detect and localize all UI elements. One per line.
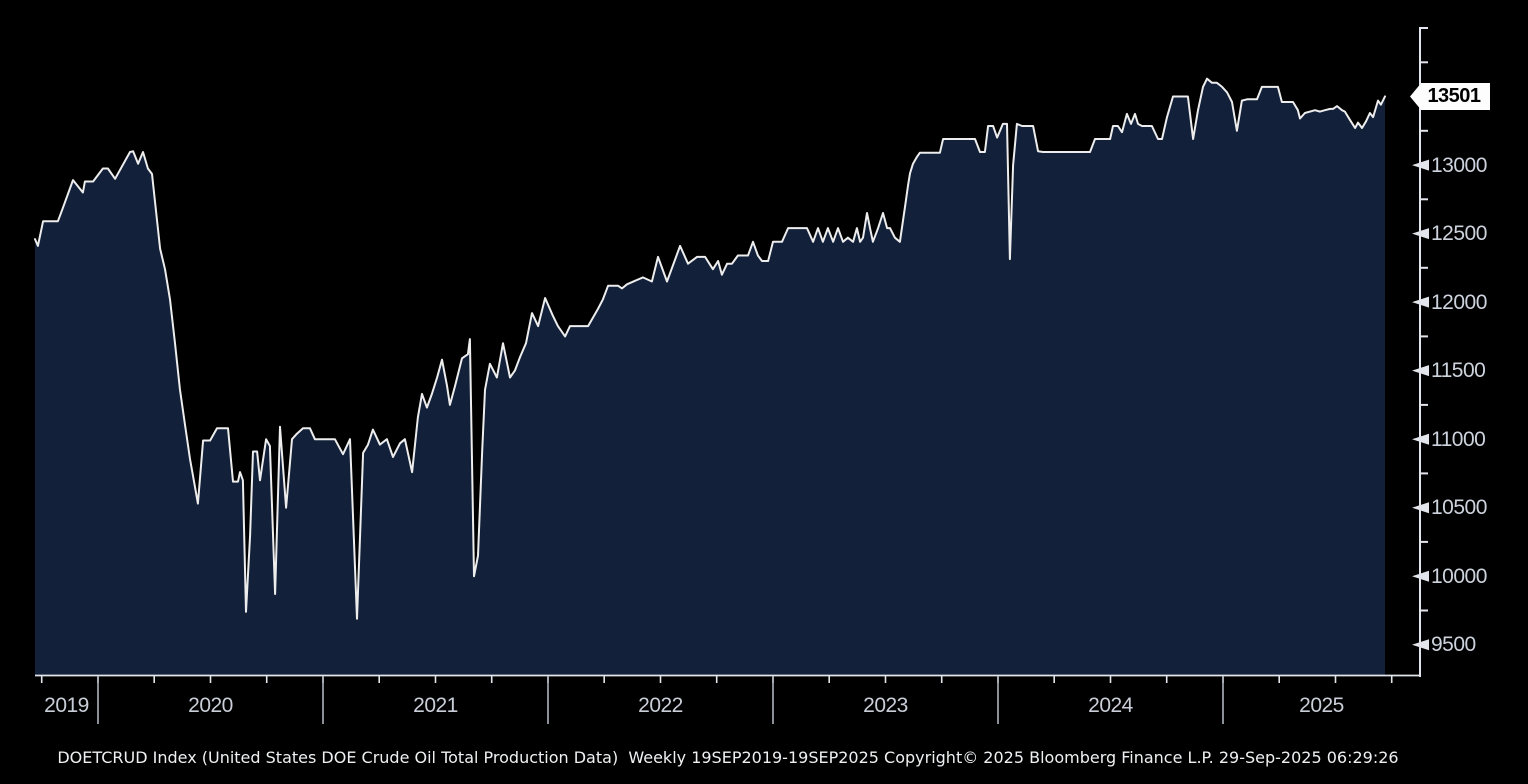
status-bar: DOETCRUD Index (United States DOE Crude … (37, 729, 1398, 767)
y-axis-tick-label: 10000 (1431, 564, 1487, 588)
x-axis-year-label: 2020 (188, 694, 233, 717)
y-axis-major-tick-arrow (1412, 159, 1429, 171)
y-axis-tick-label: 9500 (1431, 633, 1476, 657)
series-area-fill (35, 78, 1385, 675)
y-axis-tick-label: 12500 (1431, 222, 1487, 246)
y-axis-tick-label: 11500 (1431, 359, 1486, 383)
y-axis-major-tick-arrow (1412, 502, 1429, 514)
y-axis-tick-label: 11000 (1431, 427, 1486, 451)
x-axis-year-label: 2019 (44, 694, 89, 717)
y-axis-tick-label: 10500 (1431, 496, 1487, 520)
x-axis-year-label: 2023 (863, 694, 908, 717)
series-line (34, 77, 1386, 620)
last-price-tag: 13501 (1410, 83, 1490, 110)
y-axis-major-tick-arrow (1412, 228, 1429, 240)
y-axis-tick-label: 12000 (1431, 290, 1487, 314)
x-axis-year-label: 2024 (1088, 694, 1133, 717)
y-axis-major-tick-arrow (1412, 365, 1429, 377)
y-axis-major-tick-arrow (1412, 639, 1429, 651)
y-axis-major-tick-arrow (1412, 296, 1429, 308)
y-axis-tick-label: 13000 (1431, 153, 1487, 177)
y-axis-major-tick-arrow (1412, 433, 1429, 445)
x-axis-year-label: 2022 (638, 694, 683, 717)
x-axis-year-label: 2021 (413, 694, 458, 717)
x-axis-year-label: 2025 (1299, 694, 1344, 717)
y-axis-major-tick-arrow (1412, 570, 1429, 582)
last-price-value: 13501 (1427, 85, 1481, 107)
status-bar-text: DOETCRUD Index (United States DOE Crude … (57, 748, 1399, 767)
